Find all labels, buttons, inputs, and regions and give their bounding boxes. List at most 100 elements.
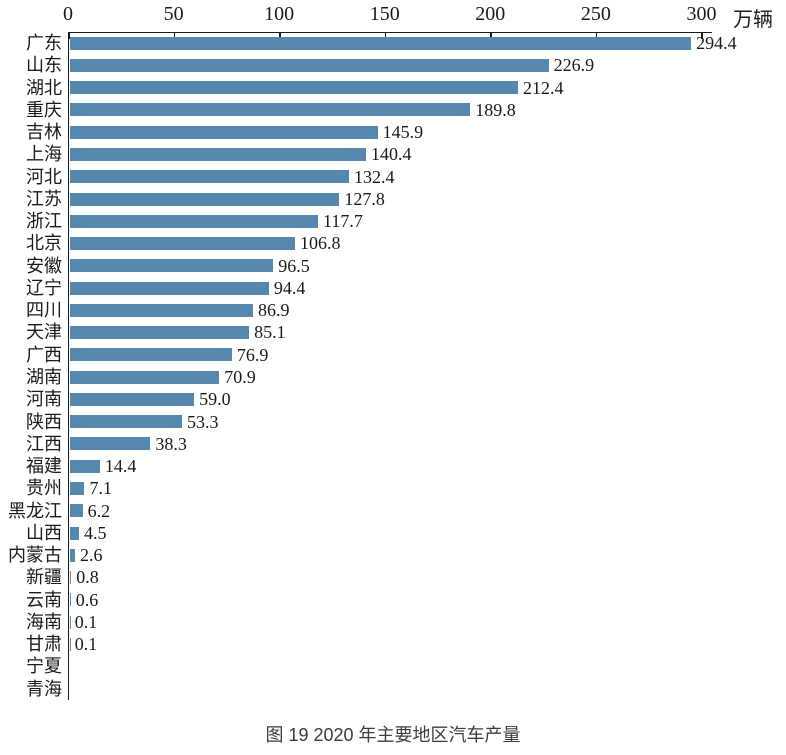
x-tick-label: 200 [475,3,506,25]
x-tick-mark [279,32,281,39]
category-label: 重庆 [26,99,62,120]
category-label: 山西 [26,522,62,543]
category-label: 安徽 [26,255,62,276]
category-label: 云南 [26,589,62,610]
bar [69,437,151,451]
category-label: 辽宁 [26,277,62,298]
category-label: 福建 [26,456,62,477]
value-label: 0.6 [75,589,99,610]
category-label: 山东 [26,55,62,76]
x-tick-label: 250 [580,3,611,25]
bar [69,237,295,251]
x-tick-label: 300 [686,3,717,25]
value-label: 94.4 [273,277,306,298]
bar [69,170,350,184]
x-tick-mark [490,32,492,39]
category-label: 上海 [26,144,62,165]
x-tick-mark [701,32,703,39]
value-label: 127.8 [344,188,385,209]
category-label: 江苏 [26,188,62,209]
value-label: 106.8 [300,233,341,254]
category-label: 河南 [26,389,62,410]
bar [69,147,366,161]
bar [69,192,340,206]
x-tick-label: 150 [369,3,400,25]
value-label: 0.8 [76,567,99,588]
value-label: 14.4 [104,456,137,477]
category-label: 海南 [26,611,62,632]
value-label: 6.2 [87,500,111,521]
bar [69,526,79,540]
bar [69,281,269,295]
category-label: 北京 [26,233,62,254]
category-label: 湖北 [26,77,62,98]
value-label: 189.8 [475,99,516,120]
bar [69,415,183,429]
value-label: 2.6 [79,545,103,566]
bar [69,36,692,50]
x-tick-mark [595,32,598,39]
value-label: 132.4 [354,166,395,187]
figure-caption: 图 19 2020 年主要地区汽车产量 [265,725,521,745]
bar [69,548,75,562]
bar [69,214,319,228]
axis-unit-label: 万辆 [733,9,773,31]
value-label: 140.4 [370,144,412,165]
bar [69,481,85,495]
value-label: 86.9 [257,300,290,321]
value-label: 0.1 [74,611,98,632]
bar [69,370,220,384]
category-label: 青海 [26,678,62,699]
value-label: 212.4 [522,77,564,98]
value-label: 96.5 [278,255,310,276]
x-tick-label: 100 [264,3,295,25]
category-label: 浙江 [26,211,62,232]
bar [69,326,250,340]
category-label: 贵州 [26,478,62,499]
category-label: 吉林 [26,122,62,143]
axis-frame [68,32,712,700]
bar [69,504,83,518]
bar [69,125,378,139]
category-label: 新疆 [26,567,62,588]
category-label: 黑龙江 [8,500,62,521]
category-label: 陕西 [26,411,62,432]
value-label: 294.4 [696,33,737,53]
value-label: 76.9 [236,344,269,365]
value-label: 70.9 [224,367,256,387]
category-label: 内蒙古 [8,545,62,566]
x-tick-label: 0 [63,3,73,25]
category-label: 湖南 [26,367,62,387]
category-label: 江西 [26,433,62,454]
value-label: 226.9 [553,55,595,76]
category-label: 宁夏 [26,656,62,677]
bar [69,259,274,273]
value-label: 53.3 [187,411,219,432]
bar [69,303,253,317]
value-label: 85.1 [254,322,286,343]
value-label: 59.0 [199,389,231,410]
value-label: 38.3 [155,433,187,454]
bar [69,593,71,607]
value-label: 117.7 [323,211,363,232]
value-label: 0.1 [74,634,98,655]
bar [69,58,549,72]
category-label: 河北 [26,166,62,187]
category-label: 天津 [26,322,62,343]
category-label: 甘肃 [26,634,62,655]
category-label: 广东 [26,33,62,53]
bar [69,459,100,473]
category-label: 四川 [26,300,62,321]
bar [69,103,471,117]
bar [69,571,72,585]
value-label: 7.1 [89,478,112,499]
value-label: 4.5 [84,522,107,543]
bar [69,348,232,362]
category-label: 广西 [26,344,62,365]
x-tick-label: 50 [163,3,184,25]
x-tick-mark [384,32,387,39]
bar [69,81,518,95]
bar [69,392,195,406]
x-tick-mark [173,32,176,39]
